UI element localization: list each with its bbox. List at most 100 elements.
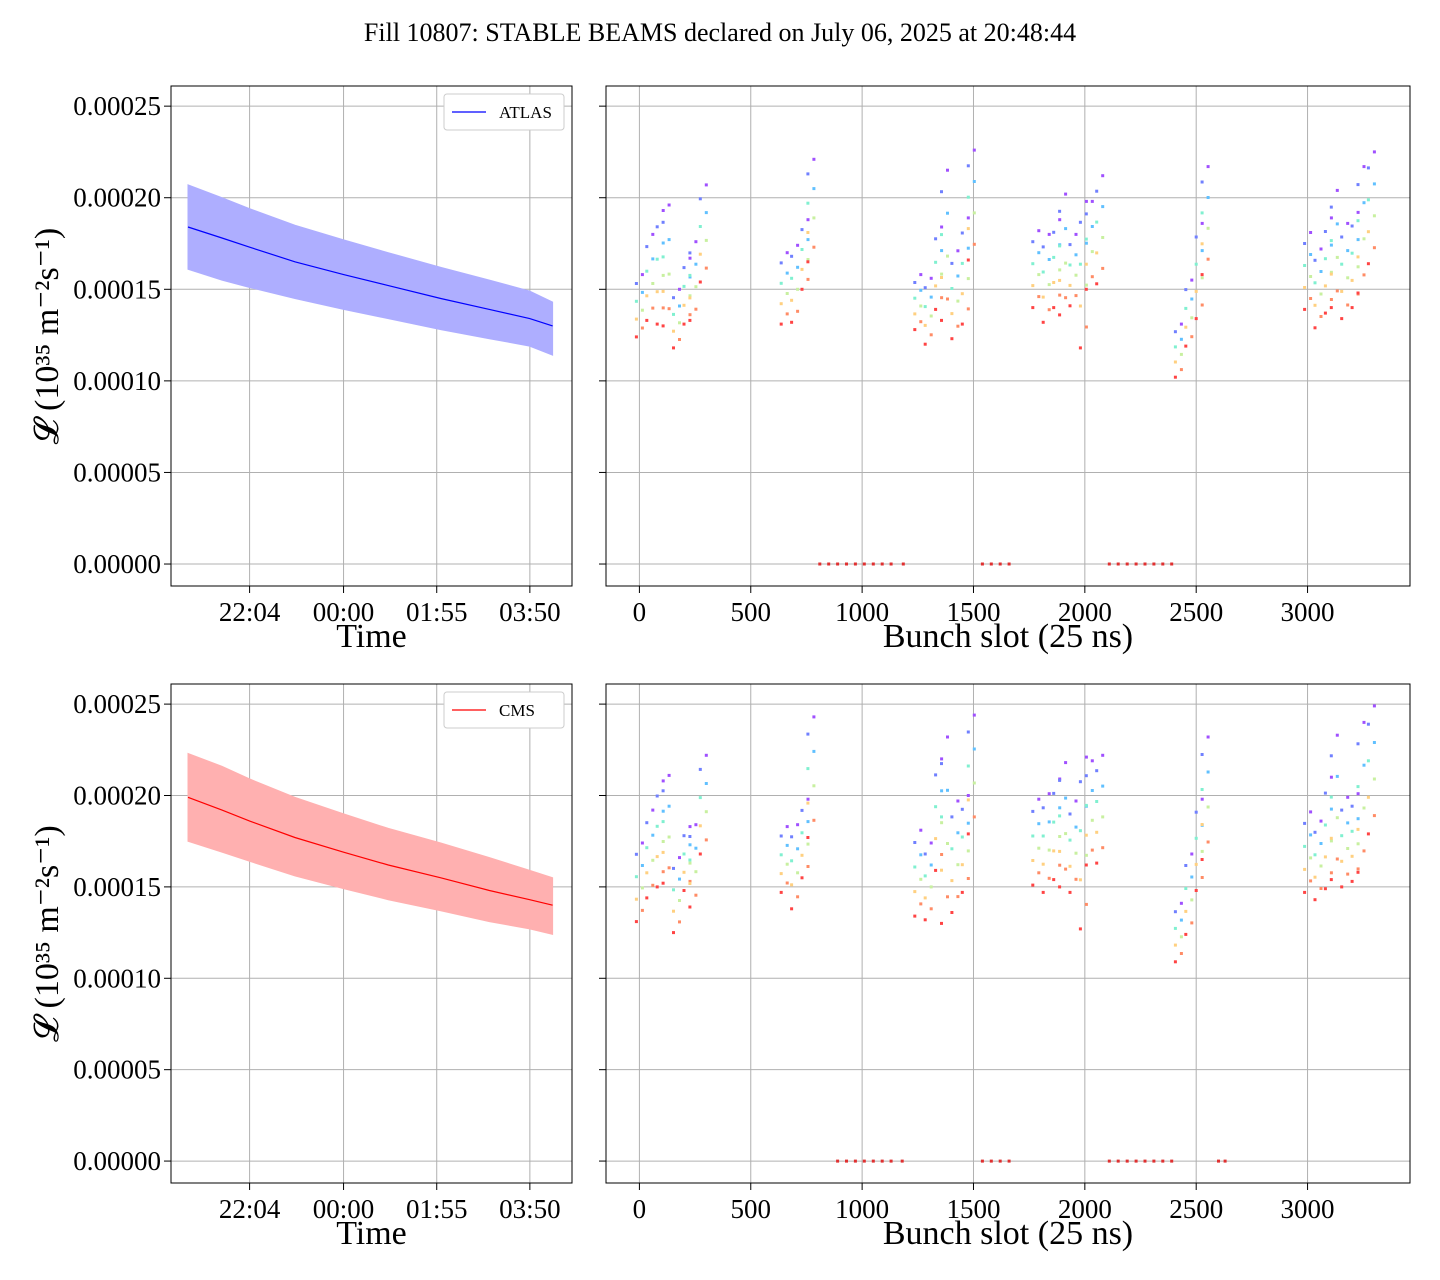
bunch-point xyxy=(940,249,944,253)
bunch-point xyxy=(966,164,970,168)
x-tick-label: 2500 xyxy=(1169,597,1223,627)
bunch-point xyxy=(682,303,686,307)
bunch-point xyxy=(1179,901,1183,905)
bunch-point xyxy=(966,798,970,802)
bunch-point xyxy=(1200,273,1204,277)
empty-bunch-point xyxy=(880,562,884,566)
bunch-point xyxy=(661,789,665,793)
bunch-point xyxy=(1068,838,1072,842)
bunch-point xyxy=(1200,876,1204,879)
bunch-point xyxy=(1200,788,1204,791)
x-tick-label: 1500 xyxy=(946,1194,1000,1224)
bunch-point xyxy=(645,245,649,249)
bunch-point xyxy=(1179,337,1183,341)
bunch-point xyxy=(1041,320,1045,324)
bunch-point xyxy=(1340,317,1344,321)
bunch-point xyxy=(1047,232,1051,236)
bunch-point xyxy=(1335,255,1339,259)
bunch-point xyxy=(678,856,681,860)
bunch-point xyxy=(1362,720,1366,724)
bunch-point xyxy=(704,238,708,242)
uncertainty-band xyxy=(187,184,554,356)
bunch-point xyxy=(1179,368,1183,372)
bunch-point xyxy=(698,796,702,800)
bunch-point xyxy=(1101,846,1105,850)
bunch-point xyxy=(645,269,649,273)
bunch-point xyxy=(1184,325,1188,329)
bunch-point xyxy=(634,875,638,879)
x-tick-label: 1000 xyxy=(835,1194,889,1224)
empty-bunch-point xyxy=(1134,1159,1138,1163)
y-tick-label: 0.00015 xyxy=(73,274,161,304)
bunch-point xyxy=(940,789,944,793)
bunch-point xyxy=(1309,297,1313,300)
bunch-point xyxy=(704,782,708,785)
bunch-point xyxy=(796,243,800,247)
bunch-point xyxy=(913,890,917,894)
bunch-point xyxy=(934,284,938,288)
bunch-point xyxy=(1101,236,1105,239)
bunch-point xyxy=(1084,325,1088,329)
bunch-point xyxy=(688,318,692,322)
bunch-point xyxy=(950,312,954,316)
bunch-point xyxy=(682,870,686,874)
bunch-point xyxy=(934,868,938,872)
bunch-point xyxy=(966,195,970,199)
bunch-point xyxy=(1173,960,1177,964)
bunch-point xyxy=(1323,887,1327,891)
bunch-point xyxy=(1356,827,1360,831)
bunch-point xyxy=(1173,360,1177,364)
bunch-point xyxy=(1084,241,1088,245)
bunch-point xyxy=(929,907,933,911)
bunch-point xyxy=(667,773,671,777)
empty-bunch-point xyxy=(1217,1159,1220,1163)
bunch-point xyxy=(966,849,970,853)
bunch-point xyxy=(1346,303,1350,307)
bunch-point xyxy=(1095,800,1099,803)
bunch-point xyxy=(806,797,810,801)
bunch-point xyxy=(1319,864,1323,868)
x-tick-label: 500 xyxy=(731,1194,772,1224)
empty-bunch-point xyxy=(989,562,993,566)
empty-bunch-point xyxy=(998,1159,1002,1163)
bunch-point xyxy=(966,307,970,311)
bunch-point xyxy=(1206,196,1210,199)
empty-bunch-point xyxy=(1161,562,1165,566)
bunch-point xyxy=(640,886,644,890)
x-tick-label: 2000 xyxy=(1058,1194,1112,1224)
bunch-point xyxy=(1356,183,1360,187)
bunch-point xyxy=(800,876,804,880)
empty-bunch-point xyxy=(1170,1159,1174,1163)
bunch-point xyxy=(1323,855,1327,859)
bunch-point xyxy=(682,852,686,856)
bunch-point xyxy=(688,256,692,260)
bunch-point xyxy=(678,287,681,291)
bunch-point xyxy=(688,825,692,829)
legend-label: ATLAS xyxy=(499,103,552,122)
bunch-point xyxy=(1084,755,1088,759)
y-tick-label: 0.00025 xyxy=(73,91,161,121)
bunch-point xyxy=(960,261,964,265)
bunch-point xyxy=(1200,753,1204,756)
bunch-point xyxy=(940,921,943,925)
x-tick-label: 1500 xyxy=(946,597,1000,627)
bunch-point xyxy=(661,220,665,224)
bunch-point xyxy=(1356,238,1360,242)
bunch-point xyxy=(634,852,638,856)
bunch-point xyxy=(661,881,665,885)
bunch-point xyxy=(1366,198,1370,202)
empty-bunch-point xyxy=(836,1159,840,1163)
bunch-point xyxy=(698,852,702,856)
bunch-point xyxy=(934,837,938,841)
x-tick-label: 03:50 xyxy=(499,597,561,627)
bunch-point xyxy=(929,841,933,845)
bunch-point xyxy=(790,835,794,839)
bunch-point xyxy=(1074,851,1078,855)
bunch-point xyxy=(790,298,794,302)
bunch-point xyxy=(1340,808,1344,812)
bunch-point xyxy=(1037,295,1041,299)
bunch-point xyxy=(1095,251,1099,255)
bunch-point xyxy=(1037,822,1041,826)
bunch-point xyxy=(940,296,944,300)
plot-frame xyxy=(170,85,573,587)
